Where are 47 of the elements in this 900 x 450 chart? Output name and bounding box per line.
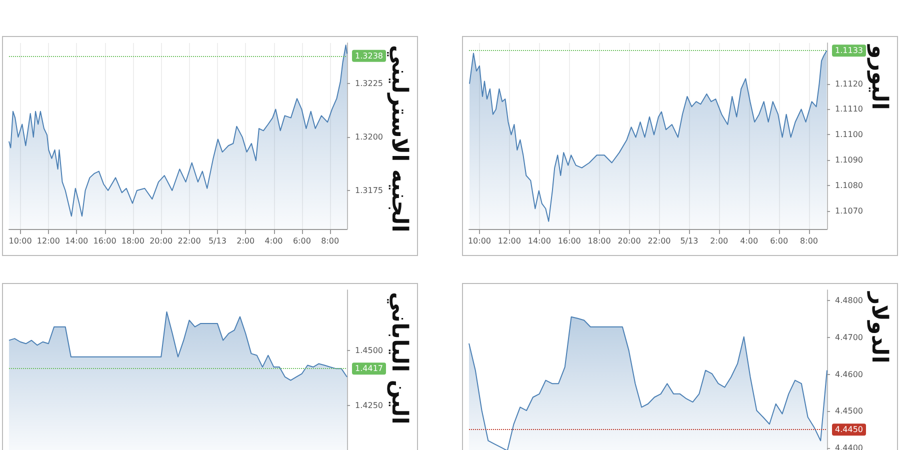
x-tick-label: 10:00 (468, 236, 492, 246)
x-tick-label: 4:00 (264, 236, 283, 246)
y-tick-label: 1.1070 (835, 206, 863, 216)
x-tick-label: 5/13 (208, 236, 226, 246)
ref-line-label: 1.3238 (355, 51, 383, 60)
text: الدولار (866, 291, 892, 364)
text: الجنيه الاسترليني (386, 45, 412, 232)
x-tick-label: 22:00 (648, 236, 671, 246)
x-tick-label: 16:00 (93, 236, 116, 246)
x-tick-label: 2:00 (710, 236, 728, 246)
x-tick-label: 14:00 (528, 236, 551, 246)
x-tick-label: 5/13 (680, 236, 698, 246)
y-tick-label: 1.1120 (835, 79, 863, 88)
x-tick-label: 6:00 (770, 236, 788, 246)
y-tick-label: 4.4600 (835, 370, 863, 379)
x-tick-label: 22:00 (178, 236, 201, 246)
x-tick-label: 12:00 (36, 236, 60, 246)
x-tick-label: 20:00 (150, 236, 173, 246)
y-tick-label: 1.4250 (355, 400, 383, 410)
x-tick-label: 4:00 (740, 236, 758, 246)
x-tick-label: 6:00 (292, 236, 311, 246)
ref-line-label: 4.4450 (835, 425, 863, 434)
y-tick-label: 1.1110 (835, 104, 863, 114)
y-tick-label: 4.4500 (835, 406, 863, 416)
text: الين الياباني (386, 292, 412, 424)
x-tick-label: 12:00 (498, 236, 521, 246)
y-tick-label: 1.3175 (355, 186, 383, 196)
x-tick-label: 16:00 (558, 236, 581, 246)
y-tick-label: 1.3200 (355, 132, 383, 142)
x-tick-label: 10:00 (8, 236, 32, 246)
y-tick-label: 1.4500 (355, 346, 383, 355)
x-tick-label: 18:00 (588, 236, 611, 246)
x-tick-label: 8:00 (321, 236, 340, 246)
y-tick-label: 1.1100 (835, 130, 863, 140)
ref-line-label: 1.4417 (355, 364, 383, 374)
ref-line-label: 1.1133 (835, 46, 863, 56)
y-tick-label: 1.3225 (355, 79, 383, 88)
x-tick-label: 14:00 (65, 236, 88, 246)
y-tick-label: 4.4800 (835, 296, 863, 306)
x-tick-label: 2:00 (236, 236, 255, 246)
x-tick-label: 8:00 (800, 236, 818, 246)
x-tick-label: 20:00 (618, 236, 641, 246)
x-tick-label: 18:00 (121, 236, 144, 246)
y-tick-label: 1.1080 (835, 181, 863, 190)
y-tick-label: 4.4700 (835, 333, 863, 342)
y-tick-label: 1.1090 (835, 156, 863, 165)
text: اليورو (866, 44, 892, 110)
